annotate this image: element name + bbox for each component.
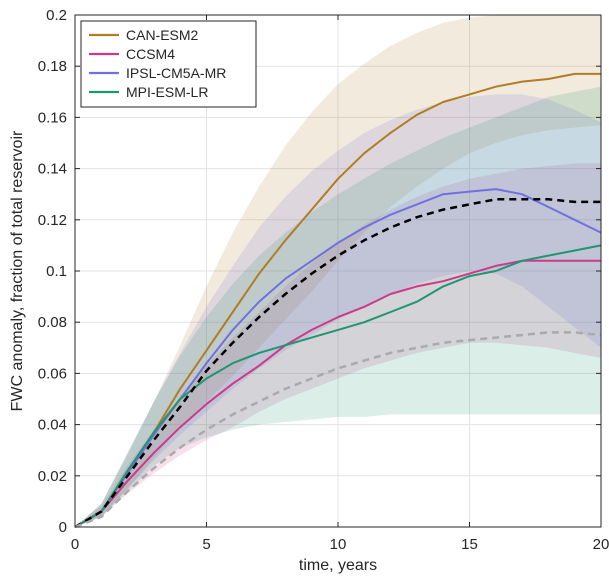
y-tick-label-9: 0.18 [38, 58, 67, 75]
y-tick-label-3: 0.06 [38, 365, 67, 382]
x-axis-label: time, years [299, 557, 377, 574]
y-tick-label-4: 0.08 [38, 314, 67, 331]
band-1 [75, 163, 601, 527]
x-tick-label-2: 10 [330, 536, 347, 553]
legend-label-3: MPI-ESM-LR [126, 84, 208, 100]
series-line-1 [74, 259, 601, 528]
series-line-5 [74, 331, 602, 529]
series-line-2 [74, 188, 602, 528]
y-tick-label-0: 0 [59, 519, 67, 536]
series-line-4 [74, 198, 601, 529]
series-line-3 [74, 244, 602, 528]
y-tick-label-10: 0.2 [46, 7, 67, 24]
x-tick-label-3: 15 [461, 536, 478, 553]
y-tick-label-1: 0.02 [38, 468, 67, 485]
legend: CAN-ESM2 CCSM4 IPSL-CM5A-MR MPI-ESM-LR [80, 20, 257, 108]
confidence-bands [75, 15, 601, 528]
band-0 [75, 15, 601, 527]
band-2 [75, 94, 601, 528]
y-tick-label-7: 0.14 [38, 161, 67, 178]
legend-label-2: IPSL-CM5A-MR [126, 65, 226, 81]
y-axis-label: FWC anomaly, fraction of total reservoir [9, 130, 26, 411]
y-tick-label-8: 0.16 [38, 109, 67, 126]
y-axis-ticks: 0 0.02 0.04 0.06 0.08 0.1 0.12 0.14 0.16 0.18 0.2 [38, 7, 601, 536]
x-tick-label-1: 5 [202, 536, 210, 553]
y-tick-label-2: 0.04 [38, 417, 67, 434]
x-tick-label-0: 0 [71, 536, 79, 553]
legend-label-1: CCSM4 [126, 46, 175, 62]
legend-label-0: CAN-ESM2 [126, 27, 199, 43]
x-tick-label-4: 20 [593, 536, 609, 553]
series-line-0 [74, 72, 601, 528]
y-tick-label-6: 0.12 [38, 212, 67, 229]
y-tick-label-5: 0.1 [46, 263, 67, 280]
band-3 [75, 86, 601, 527]
x-axis-ticks: 0 5 10 15 20 [71, 15, 609, 553]
series-lines [74, 72, 602, 529]
